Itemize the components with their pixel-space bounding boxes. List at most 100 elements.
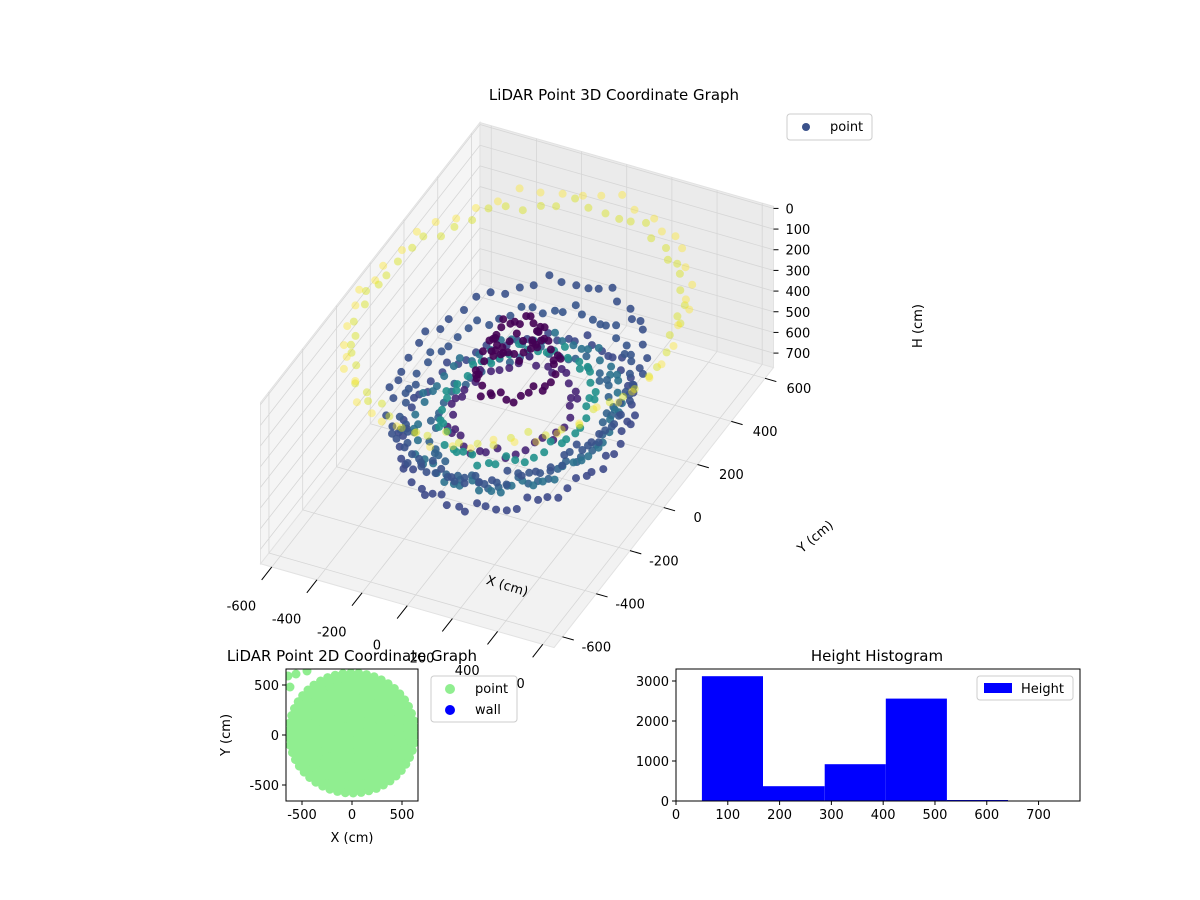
x-tick-label: -400	[272, 613, 302, 628]
data-point	[631, 411, 639, 420]
z-tick-label: 0	[785, 202, 793, 217]
data-point	[487, 487, 496, 495]
data-point	[525, 468, 534, 477]
data-point	[377, 399, 386, 408]
data-point	[572, 474, 580, 483]
y-tick-label: 0	[271, 729, 279, 744]
data-point	[567, 394, 575, 402]
data-point	[352, 361, 361, 370]
data-point	[653, 363, 661, 372]
data-point	[440, 372, 449, 381]
data-point	[393, 257, 402, 266]
data-point	[371, 276, 380, 285]
data-point	[404, 701, 413, 711]
data-point	[385, 412, 394, 421]
data-point	[410, 428, 419, 437]
data-point	[554, 493, 563, 502]
data-point	[675, 269, 684, 278]
data-point	[528, 338, 537, 347]
data-point	[630, 385, 639, 393]
data-point	[364, 397, 373, 406]
data-point	[505, 337, 514, 346]
data-point	[487, 391, 496, 400]
data-point	[553, 429, 562, 438]
data-point	[582, 414, 591, 423]
data-point	[569, 341, 578, 350]
data-point	[614, 376, 623, 385]
data-point	[325, 784, 335, 794]
data-point	[302, 669, 312, 676]
data-point	[577, 456, 586, 465]
grid-line	[260, 186, 481, 467]
data-point	[417, 462, 426, 471]
data-point	[294, 761, 304, 771]
data-point	[628, 380, 637, 389]
y-tick-label: -400	[615, 597, 645, 612]
histogram-bar	[885, 698, 947, 801]
z-tick-label: 600	[785, 326, 810, 341]
data-point	[480, 357, 489, 366]
data-point	[557, 425, 566, 434]
x-tick	[487, 631, 498, 645]
data-point	[532, 437, 541, 446]
data-point	[389, 684, 399, 693]
data-point	[614, 398, 623, 407]
data-point	[538, 433, 547, 442]
data-point	[525, 352, 534, 361]
grid-line	[479, 248, 774, 333]
data-point	[515, 184, 524, 193]
x-tick-label: -600	[227, 600, 257, 615]
data-point	[367, 409, 376, 418]
chart-histogram: Height Histogram 0 100 200 300 400 500 600 7000…	[636, 647, 1081, 823]
data-point	[405, 715, 415, 725]
data-point	[471, 204, 480, 212]
y-tick	[562, 636, 574, 641]
data-point	[395, 689, 405, 699]
data-point	[599, 465, 608, 474]
data-point	[468, 450, 477, 459]
data-point	[502, 452, 511, 461]
data-point	[342, 352, 351, 361]
data-point	[486, 288, 495, 297]
chart-2d-points	[286, 669, 418, 798]
data-point	[626, 304, 635, 313]
data-point	[604, 393, 613, 401]
data-point	[333, 786, 342, 796]
data-point	[572, 281, 581, 290]
x-tick-label: 100	[715, 808, 740, 823]
chart-3d-legend-marker	[802, 123, 810, 131]
x-tick-label: 400	[455, 664, 480, 679]
data-point	[318, 781, 328, 791]
data-point	[549, 360, 558, 369]
data-point	[552, 202, 561, 211]
grid-line	[479, 186, 774, 271]
chart-3d-zlabel: H (cm)	[911, 304, 926, 348]
data-point	[505, 364, 514, 372]
data-point	[673, 259, 682, 268]
data-point	[681, 263, 690, 272]
data-point	[512, 329, 521, 338]
data-point	[485, 321, 494, 329]
data-point	[671, 232, 680, 241]
data-point	[613, 370, 622, 379]
data-point	[657, 227, 666, 236]
data-point	[440, 441, 449, 449]
data-point	[340, 341, 348, 350]
data-point	[379, 261, 388, 270]
data-point	[497, 323, 506, 332]
grid-line	[260, 206, 481, 488]
data-point	[394, 376, 403, 385]
data-point	[531, 467, 540, 476]
data-point	[411, 380, 420, 389]
data-point	[397, 454, 406, 463]
data-point	[591, 388, 600, 396]
z-tick-label: 500	[785, 306, 810, 321]
data-point	[560, 342, 569, 351]
data-point	[645, 374, 654, 382]
data-point	[481, 502, 490, 511]
data-point	[584, 284, 593, 293]
data-point	[636, 317, 645, 325]
data-point	[351, 377, 360, 385]
data-point	[584, 203, 593, 212]
data-point	[473, 499, 482, 508]
